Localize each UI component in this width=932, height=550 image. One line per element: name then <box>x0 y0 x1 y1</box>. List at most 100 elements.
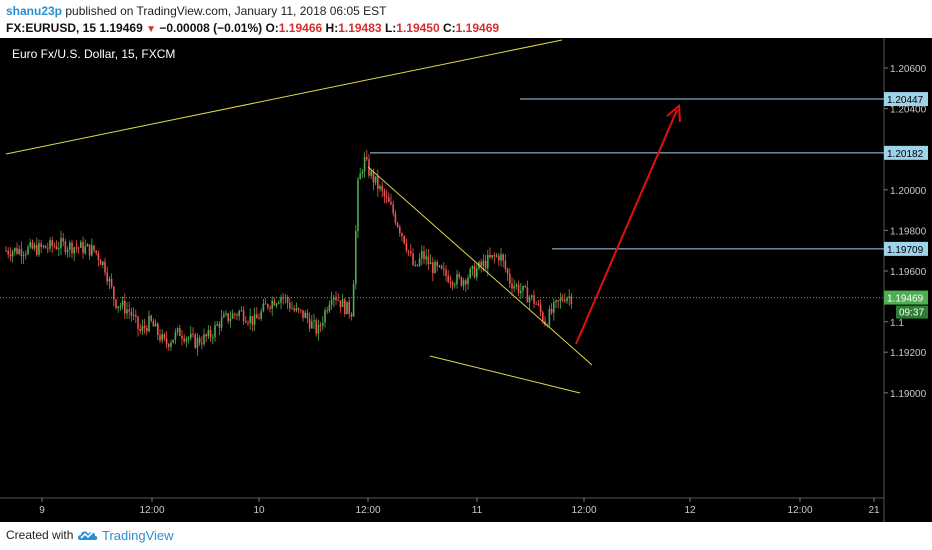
candle-body <box>139 328 141 331</box>
candle-body <box>121 300 124 306</box>
candle-body <box>513 286 515 289</box>
price-axis[interactable]: 1.206001.204001.200001.198001.196001.11.… <box>884 64 927 400</box>
candle-body <box>66 249 69 253</box>
candle-body <box>526 287 529 303</box>
candle-body <box>9 254 12 257</box>
candle-body <box>403 235 405 244</box>
candle-body <box>44 245 47 249</box>
candle-body <box>278 302 280 304</box>
candle-body <box>333 297 335 300</box>
candle-body <box>236 314 238 316</box>
candle-body <box>84 246 86 254</box>
candle-body <box>330 299 333 305</box>
author-link[interactable]: shanu23p <box>6 4 63 18</box>
candle-body <box>58 248 60 250</box>
candle-body <box>113 286 115 300</box>
tradingview-link[interactable]: TradingView <box>102 528 174 543</box>
candle-body <box>71 242 73 254</box>
candle-body <box>31 242 34 249</box>
candle-body <box>132 314 135 316</box>
candle-body <box>203 334 205 345</box>
candle-body <box>49 240 51 249</box>
time-tick-label: 12:00 <box>139 505 164 516</box>
candle-body <box>410 251 412 254</box>
candle-body <box>539 304 542 313</box>
candle-body <box>75 247 78 249</box>
candle-body <box>18 249 20 254</box>
candle-body <box>509 273 511 284</box>
candle-body <box>557 300 559 302</box>
candle-body <box>152 321 155 327</box>
candle-body <box>148 315 150 332</box>
candle-body <box>352 283 355 317</box>
candle-body <box>506 268 509 274</box>
candle-body <box>69 242 71 250</box>
candle-body <box>357 179 359 231</box>
candle-body <box>449 282 452 284</box>
candle-body <box>238 311 240 316</box>
candle-body <box>454 284 456 286</box>
candle-body <box>260 311 262 319</box>
candle-body <box>440 265 443 269</box>
candle-body <box>267 304 269 308</box>
chart-area[interactable]: Euro Fx/U.S. Dollar, 15, FXCM 1.20600 1.2… <box>0 38 932 522</box>
candle-body <box>77 247 80 249</box>
candle-body <box>363 157 366 172</box>
candle-body <box>550 308 553 313</box>
countdown-badge <box>896 305 928 319</box>
candle-body <box>82 242 84 254</box>
candle-body <box>561 298 564 301</box>
candle-body <box>566 298 568 302</box>
candle-body <box>141 325 144 331</box>
candle-body <box>273 300 276 306</box>
candle-body <box>542 312 544 322</box>
candle-body <box>313 320 315 322</box>
price-tick-label: 1.1 <box>890 318 904 329</box>
candle-body <box>482 260 485 267</box>
candle-body <box>487 254 489 269</box>
candle-body <box>25 253 27 256</box>
price-tick-label: 1.20000 <box>890 186 927 197</box>
candle-body <box>159 334 161 341</box>
price-chart[interactable]: Euro Fx/U.S. Dollar, 15, FXCM 1.20600 1.2… <box>0 38 932 522</box>
candle-body <box>302 310 304 318</box>
candle-body <box>524 285 526 288</box>
candle-body <box>379 186 381 189</box>
candle-body <box>190 333 192 338</box>
wedge-lower-line[interactable] <box>429 355 581 394</box>
candle-body <box>117 306 119 309</box>
candle-body <box>231 313 234 319</box>
candle-body <box>205 334 207 337</box>
candle-body <box>247 322 249 324</box>
candle-body <box>456 274 458 285</box>
projection-arrow[interactable] <box>575 109 678 345</box>
candle-body <box>467 277 469 285</box>
wedge-upper-line[interactable] <box>367 166 593 366</box>
long-trend-line[interactable] <box>5 39 563 155</box>
publish-line: shanu23p published on TradingView.com, J… <box>6 4 386 18</box>
candle-body <box>73 247 75 254</box>
candle-body <box>469 268 471 278</box>
candle-body <box>328 304 331 312</box>
candle-body <box>517 284 520 294</box>
candle-body <box>515 284 518 287</box>
candle-body <box>269 307 271 309</box>
price-tick-label: 1.20600 <box>890 64 927 75</box>
candle-body <box>385 196 388 198</box>
candle-body <box>348 301 350 314</box>
candle-body <box>465 280 467 285</box>
candle-body <box>256 314 258 319</box>
candle-body <box>498 255 500 261</box>
time-axis[interactable]: 9 12:00 10 12:00 11 12:00 12 12:00 21 <box>39 498 880 516</box>
candle-body <box>88 244 91 256</box>
tradingview-cloud-icon[interactable] <box>76 527 98 543</box>
candle-body <box>392 204 394 214</box>
candle-body <box>399 226 401 234</box>
candle-body <box>223 314 225 318</box>
candle-body <box>207 330 210 337</box>
candle-body <box>33 245 36 249</box>
candle-body <box>157 323 159 335</box>
close-label: C: <box>443 21 456 35</box>
candle-body <box>390 202 392 205</box>
candle-body <box>225 313 227 315</box>
